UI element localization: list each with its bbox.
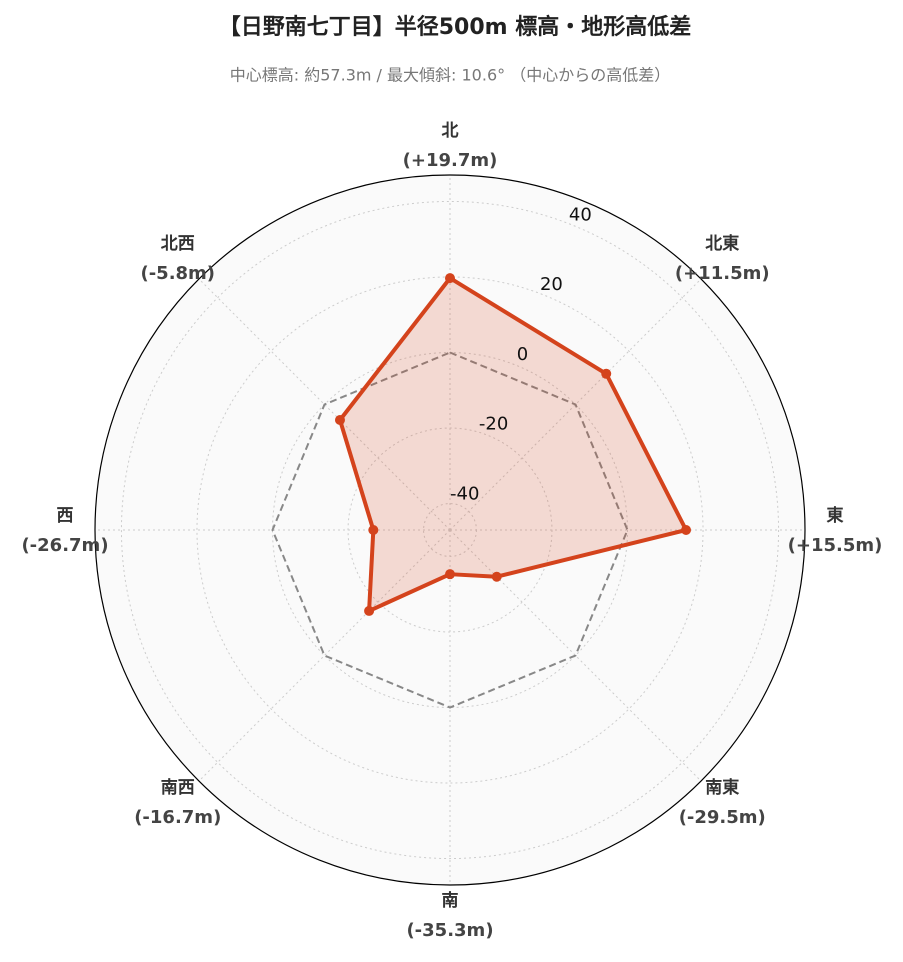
data-point xyxy=(368,525,379,535)
category-label: 南西 xyxy=(161,777,195,798)
category-label: 北西 xyxy=(161,234,195,254)
value-label: (-5.8m) xyxy=(140,263,215,284)
plot-border xyxy=(94,174,806,886)
value-label: (-16.7m) xyxy=(134,807,221,828)
r-tick-label: 40 xyxy=(569,204,592,225)
baseline xyxy=(271,351,629,709)
value-label: (-35.3m) xyxy=(406,920,493,941)
grid-ring xyxy=(120,200,780,860)
grid-spoke xyxy=(449,529,702,782)
value-label: (+19.7m) xyxy=(403,150,498,171)
chart-title: 【日野南七丁目】半径500m 標高・地形高低差 xyxy=(219,14,692,40)
value-label: (-26.7m) xyxy=(21,535,108,556)
data-point xyxy=(445,569,455,580)
r-tick-label: -40 xyxy=(450,483,479,504)
value-label: (+15.5m) xyxy=(788,535,883,556)
value-label: (-29.5m) xyxy=(679,807,766,828)
data-point xyxy=(445,273,455,284)
category-label: 北 xyxy=(442,121,459,141)
grid-spoke xyxy=(198,278,451,531)
grid-spoke xyxy=(449,278,702,531)
r-tick-label: 20 xyxy=(540,274,563,295)
grid-spoke xyxy=(198,529,451,782)
data-point xyxy=(681,525,692,535)
category-label: 東 xyxy=(827,505,844,526)
value-label: (+11.5m) xyxy=(675,263,770,284)
data-point xyxy=(491,571,502,582)
data-point xyxy=(334,414,345,425)
data-point xyxy=(364,605,375,616)
r-tick-label: -20 xyxy=(479,414,508,435)
category-label: 南東 xyxy=(705,777,739,798)
category-label: 西 xyxy=(57,506,74,526)
data-point xyxy=(601,368,612,379)
chart-subtitle: 中心標高: 約57.3m / 最大傾斜: 10.6° （中心からの高低差） xyxy=(230,66,670,85)
category-label: 北東 xyxy=(705,233,739,254)
r-tick-label: 0 xyxy=(517,344,528,365)
category-label: 南 xyxy=(442,890,459,911)
